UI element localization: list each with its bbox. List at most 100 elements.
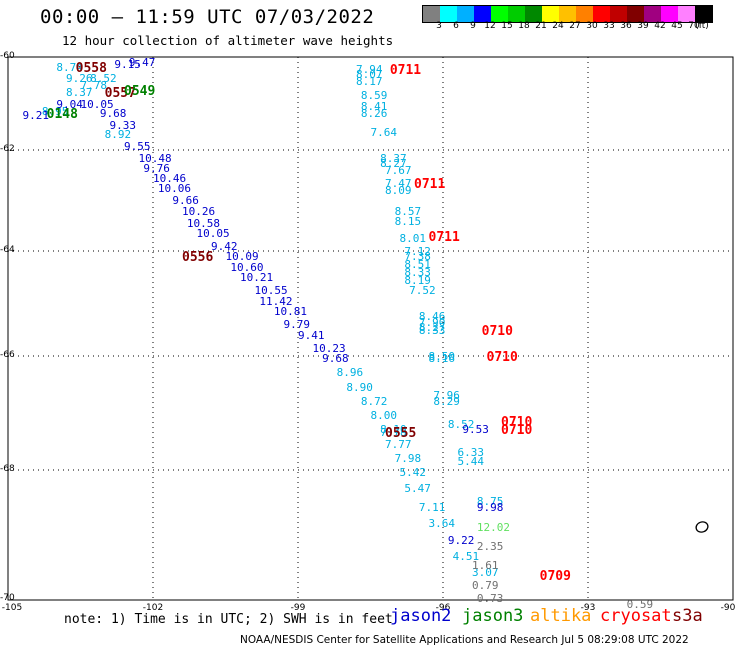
swh-reading: 7.78 (80, 79, 108, 93)
swh-reading: 9.42 (211, 239, 238, 253)
swh-reading: 8.52 (90, 72, 117, 86)
colorbar-swatch (593, 6, 610, 22)
latitude-label: -60 (0, 51, 15, 61)
colorbar-label: 3 (436, 21, 442, 31)
longitude-label: -105 (1, 603, 23, 613)
swh-reading: 8.33 (418, 323, 446, 337)
swh-reading: 9.66 (172, 194, 199, 208)
swh-reading: 8.51 (404, 257, 431, 271)
swh-reading: 11.42 (259, 294, 293, 308)
colorbar-label: 39 (637, 21, 649, 31)
colorbar-swatch (457, 6, 474, 22)
swh-reading: 8.75 (476, 494, 504, 508)
swh-reading: 7.78 (380, 426, 407, 440)
colorbar-label: 45 (671, 21, 683, 31)
swh-reading: 7.98 (394, 451, 422, 465)
colorbar-swatch (661, 6, 678, 22)
pass-time-label: 0555 (385, 426, 417, 442)
pass-time-label: 0711 (389, 62, 422, 78)
colorbar-swatch (525, 6, 542, 22)
swh-reading: 8.16 (428, 352, 456, 366)
colorbar-swatch (695, 6, 712, 22)
legend-jason2: jason2 (390, 606, 452, 626)
pass-time-label: 0710 (501, 423, 533, 439)
swh-reading: 7.67 (385, 164, 412, 178)
swh-reading: 10.55 (254, 284, 288, 298)
swh-reading: 8.46 (418, 310, 446, 324)
swh-reading: 8.96 (336, 366, 364, 380)
swh-reading: 9.26 (66, 72, 93, 86)
pass-time-label: 0148 (46, 107, 78, 123)
swh-reading: 6.33 (457, 446, 485, 460)
swh-reading: 7.47 (385, 176, 412, 190)
colorbar-swatch (576, 6, 593, 22)
swh-reading: 9.21 (22, 109, 50, 123)
swh-reading: 8.27 (380, 156, 407, 170)
swh-reading: 9.55 (124, 139, 151, 153)
longitude-label: -102 (142, 603, 164, 613)
swh-reading: 8.59 (360, 88, 388, 102)
legend-altika: altika (530, 606, 592, 626)
longitude-label: -90 (720, 603, 736, 613)
swh-reading: 9.98 (476, 501, 504, 515)
swh-reading: 9.47 (128, 56, 156, 69)
legend-jason3: jason3 (462, 606, 524, 626)
pass-time-label: 0711 (414, 176, 446, 192)
swh-reading: 8.00 (370, 409, 398, 423)
swh-reading: 7.90 (418, 315, 446, 329)
swh-reading: 12.02 (476, 520, 510, 534)
swh-reading: 8.10 (380, 423, 407, 437)
swh-reading: 8.01 (399, 232, 427, 246)
colorbar-swatch (423, 6, 440, 22)
swh-reading: 9.04 (56, 97, 83, 111)
colorbar-label: 21 (535, 21, 547, 31)
swh-reading: 8.33 (404, 265, 431, 279)
colorbar-label: 24 (552, 21, 564, 31)
swh-reading: 9.22 (447, 533, 475, 547)
swh-reading: 7.52 (409, 284, 436, 298)
swh-reading: 3.07 (472, 565, 499, 579)
swh-reading: 8.37 (380, 151, 407, 165)
pass-time-label: 0556 (182, 250, 214, 265)
longitude-label: -96 (435, 603, 451, 613)
latitude-label: -64 (0, 245, 15, 255)
swh-reading: 8.15 (394, 214, 422, 228)
swh-reading: 8.09 (385, 184, 412, 198)
colorbar-swatch (627, 6, 644, 22)
legend-s3a: s3a (672, 606, 703, 626)
swh-reading: 4.51 (452, 549, 480, 563)
swh-reading: 7.96 (433, 389, 460, 403)
map-frame (7, 56, 734, 601)
colorbar-swatch (508, 6, 525, 22)
swh-reading: 7.11 (418, 501, 446, 515)
swh-reading: 8.37 (66, 86, 93, 100)
legend-cryosat: cryosat (600, 606, 672, 626)
swh-reading: 10.05 (196, 227, 230, 241)
units-note: note: 1) Time is in UTC; 2) SWH is in fe… (64, 612, 393, 627)
swh-reading: 10.09 (225, 250, 259, 263)
swh-reading: 10.48 (138, 151, 172, 165)
colorbar-swatch (542, 6, 559, 22)
island-outline (695, 521, 709, 533)
swh-reading: 7.38 (404, 250, 431, 263)
swh-reading: 3.64 (428, 517, 456, 531)
swh-reading: 10.46 (153, 171, 187, 185)
swh-reading: 7.12 (404, 244, 431, 258)
colorbar-swatch (678, 6, 695, 22)
swh-reading: 8.29 (433, 394, 460, 408)
swh-reading: 10.21 (240, 271, 274, 284)
colorbar-swatch (610, 6, 627, 22)
longitude-label: -93 (580, 603, 596, 613)
swh-reading: 8.19 (404, 273, 431, 287)
longitude-label: -99 (290, 603, 306, 613)
colorbar-label: 12 (484, 21, 496, 31)
latitude-label: -66 (0, 350, 15, 360)
coastline (695, 521, 709, 533)
colorbar-labels: 3 6 9 12 15 18 21 24 27 30 33 36 39 42 45 70 (ft) (422, 21, 732, 33)
colorbar-label: 15 (501, 21, 513, 31)
colorbar-swatch (491, 6, 508, 22)
swh-reading: 7.64 (370, 125, 398, 139)
swh-reading: 9.15 (114, 58, 141, 72)
swh-reading: 10.26 (182, 204, 216, 218)
